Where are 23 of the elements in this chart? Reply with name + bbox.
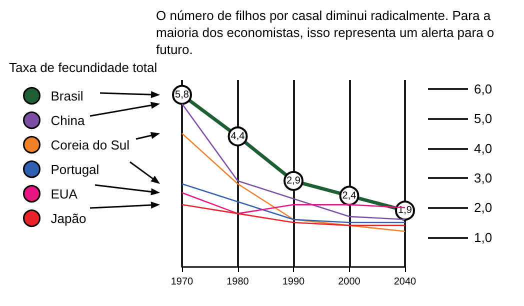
y-tick-label: 1,0 xyxy=(474,230,492,245)
x-tick-label: 2000 xyxy=(338,276,361,288)
data-label: 5,8 xyxy=(175,89,190,100)
data-label: 2,9 xyxy=(286,175,301,186)
data-label: 4,4 xyxy=(230,130,246,142)
x-tick-label: 2040 xyxy=(394,276,417,288)
legend-label: China xyxy=(50,112,86,128)
x-tick-label: 1970 xyxy=(170,276,194,288)
legend-label: EUA xyxy=(50,186,78,202)
y-tick-label: 2,0 xyxy=(474,200,492,216)
x-tick-label: 1990 xyxy=(282,276,306,288)
y-axis-title: Taxa de fecundidade total xyxy=(9,60,158,75)
x-tick-label: 1980 xyxy=(226,276,250,288)
y-tick-label: 5,0 xyxy=(474,111,492,126)
legend-label: Brasil xyxy=(50,88,84,104)
chart-title: O número de filhos por casal diminui radicalmente. Para a maioria dos economistas, isso representa um alerta para o futuro. xyxy=(156,8,498,57)
legend-label: Portugal xyxy=(50,162,100,177)
legend-label: Coreia do Sul xyxy=(50,137,130,152)
data-label: 2,4 xyxy=(342,190,357,202)
legend-label: Japão xyxy=(50,210,86,226)
y-tick-label: 3,0 xyxy=(474,170,492,186)
y-tick-label: 4,0 xyxy=(474,140,492,156)
y-tick-label: 6,0 xyxy=(474,81,492,96)
